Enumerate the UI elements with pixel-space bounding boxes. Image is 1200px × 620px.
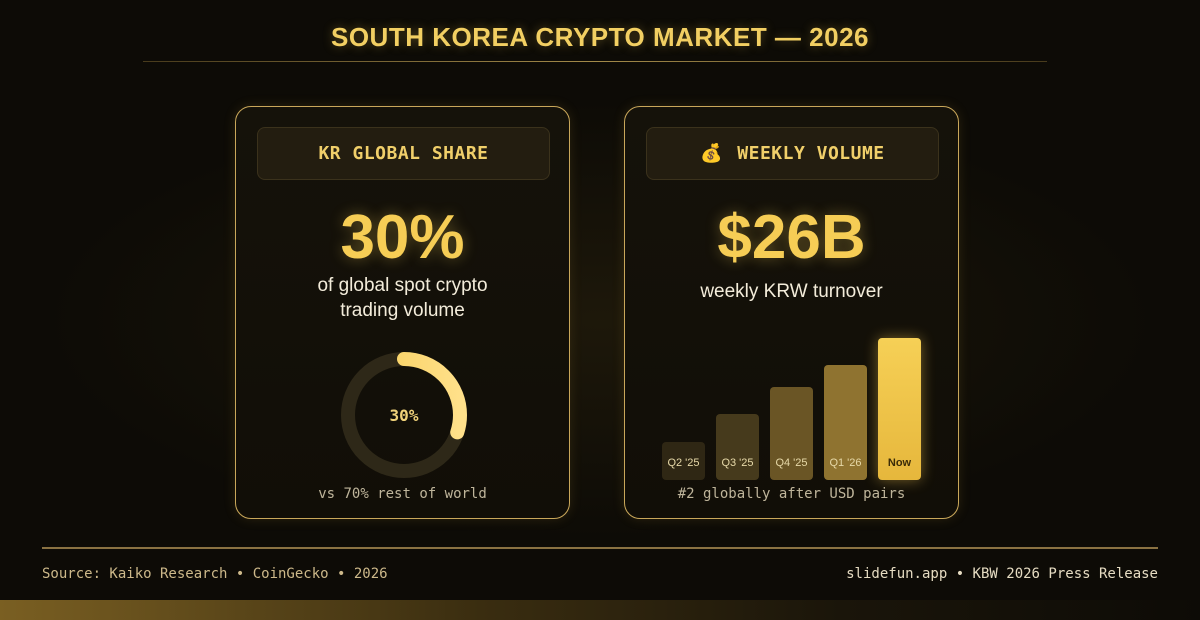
credit-note: slidefun.app • KBW 2026 Press Release [846, 566, 1158, 582]
global-share-donut [341, 352, 467, 478]
bar-label: Q2 '25 [667, 457, 700, 469]
bar-label: Now [887, 457, 912, 469]
donut-center-label: 30% [389, 406, 419, 425]
background-glow [40, 100, 1160, 540]
weekly-volume-description: weekly KRW turnover [700, 281, 883, 302]
weekly-volume-value: $26B [717, 203, 866, 272]
global-share-description: of global spot crypto trading volume [236, 273, 569, 323]
bar-q1-26: Q1 '26 [824, 365, 867, 480]
weekly-volume-chip: 💰 WEEKLY VOLUME [646, 127, 939, 180]
bar-q3-25: Q3 '25 [716, 414, 759, 480]
global-share-chip: KR GLOBAL SHARE [257, 127, 550, 180]
bar-label: Q4 '25 [775, 457, 808, 469]
bar-label: Q3 '25 [721, 457, 754, 469]
bar-now: Now [878, 338, 921, 480]
bar-q2-25: Q2 '25 [662, 442, 705, 480]
global-share-chip-label: KR GLOBAL SHARE [318, 143, 489, 164]
source-note: Source: Kaiko Research • CoinGecko • 202… [42, 566, 388, 582]
bottom-accent-band [0, 600, 1200, 620]
global-share-description-line2: trading volume [340, 300, 465, 321]
bar-label: Q1 '26 [829, 457, 862, 469]
page-title: SOUTH KOREA CRYPTO MARKET — 2026 [330, 22, 869, 52]
weekly-volume-chip-label: WEEKLY VOLUME [737, 143, 885, 164]
bar-q4-25: Q4 '25 [770, 387, 813, 480]
weekly-volume-footnote: #2 globally after USD pairs [677, 486, 906, 502]
donut-arc [341, 352, 467, 478]
weekly-volume-card: 💰 WEEKLY VOLUME $26B weekly KRW turnover… [624, 106, 959, 519]
title-divider [143, 61, 1047, 62]
global-share-footnote: vs 70% rest of world [318, 486, 487, 502]
money-bag-icon: 💰 [700, 143, 724, 164]
global-share-card: KR GLOBAL SHARE 30% of global spot crypt… [235, 106, 570, 519]
global-share-description-line1: of global spot crypto [317, 275, 488, 296]
footer-divider [42, 547, 1158, 549]
global-share-value: 30% [340, 203, 465, 272]
